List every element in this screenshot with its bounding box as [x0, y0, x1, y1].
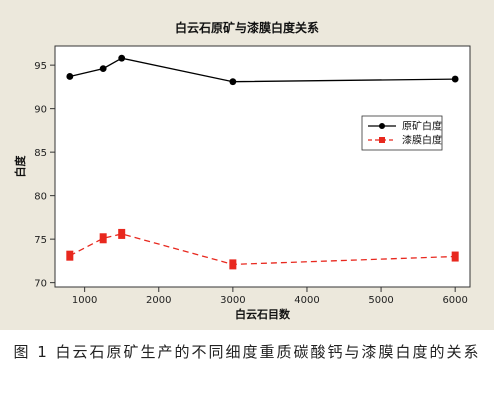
- y-tick-label: 95: [34, 61, 47, 72]
- x-tick-label: 6000: [442, 295, 467, 306]
- series-layer: [66, 54, 459, 270]
- series-1-point: [66, 250, 74, 261]
- legend-label-0: 原矿白度: [402, 120, 442, 133]
- series-0-point: [99, 65, 107, 73]
- chart-title: 白云石原矿与漆膜白度关系: [175, 20, 319, 35]
- figure-caption: 图 1 白云石原矿生产的不同细度重质碳酸钙与漆膜白度的关系: [13, 343, 481, 361]
- y-tick-label: 80: [34, 192, 47, 203]
- axes-layer: 1000 2000 3000 4000 5000 6000 70 75 80 85 90 95: [34, 61, 468, 306]
- series-0-point: [66, 73, 74, 80]
- x-tick-label: 3000: [220, 295, 245, 306]
- legend-frame: [361, 115, 443, 151]
- x-tick-label: 2000: [146, 295, 171, 306]
- series-line-1: [69, 233, 456, 266]
- x-tick-label: 5000: [368, 295, 393, 306]
- legend-marker-1: [379, 137, 385, 143]
- series-1-point: [229, 259, 237, 270]
- figure-panel: 白云石原矿与漆膜白度关系 1000 2000 3000 4000 5000 6000 70 7…: [0, 0, 494, 361]
- y-tick-label: 70: [34, 279, 47, 290]
- x-tick-label: 1000: [72, 295, 97, 306]
- series-1-point: [118, 228, 126, 239]
- series-0-point: [118, 54, 126, 62]
- chart: 白云石原矿与漆膜白度关系 1000 2000 3000 4000 5000 6000 70 7…: [13, 20, 471, 321]
- plot-area: [54, 45, 471, 288]
- x-axis-label: 白云石目数: [235, 307, 291, 321]
- legend-label-1: 漆膜白度: [402, 134, 442, 147]
- series-0-point: [229, 78, 237, 86]
- y-tick-label: 90: [34, 105, 47, 116]
- x-tick-label: 4000: [294, 295, 319, 306]
- series-1-point: [451, 251, 459, 262]
- series-1-point: [99, 233, 107, 244]
- y-axis-label: 白度: [13, 155, 27, 178]
- y-tick-label: 75: [34, 235, 47, 246]
- legend-marker-0: [379, 123, 385, 129]
- y-tick-label: 85: [34, 148, 47, 159]
- series-0-point: [451, 75, 459, 83]
